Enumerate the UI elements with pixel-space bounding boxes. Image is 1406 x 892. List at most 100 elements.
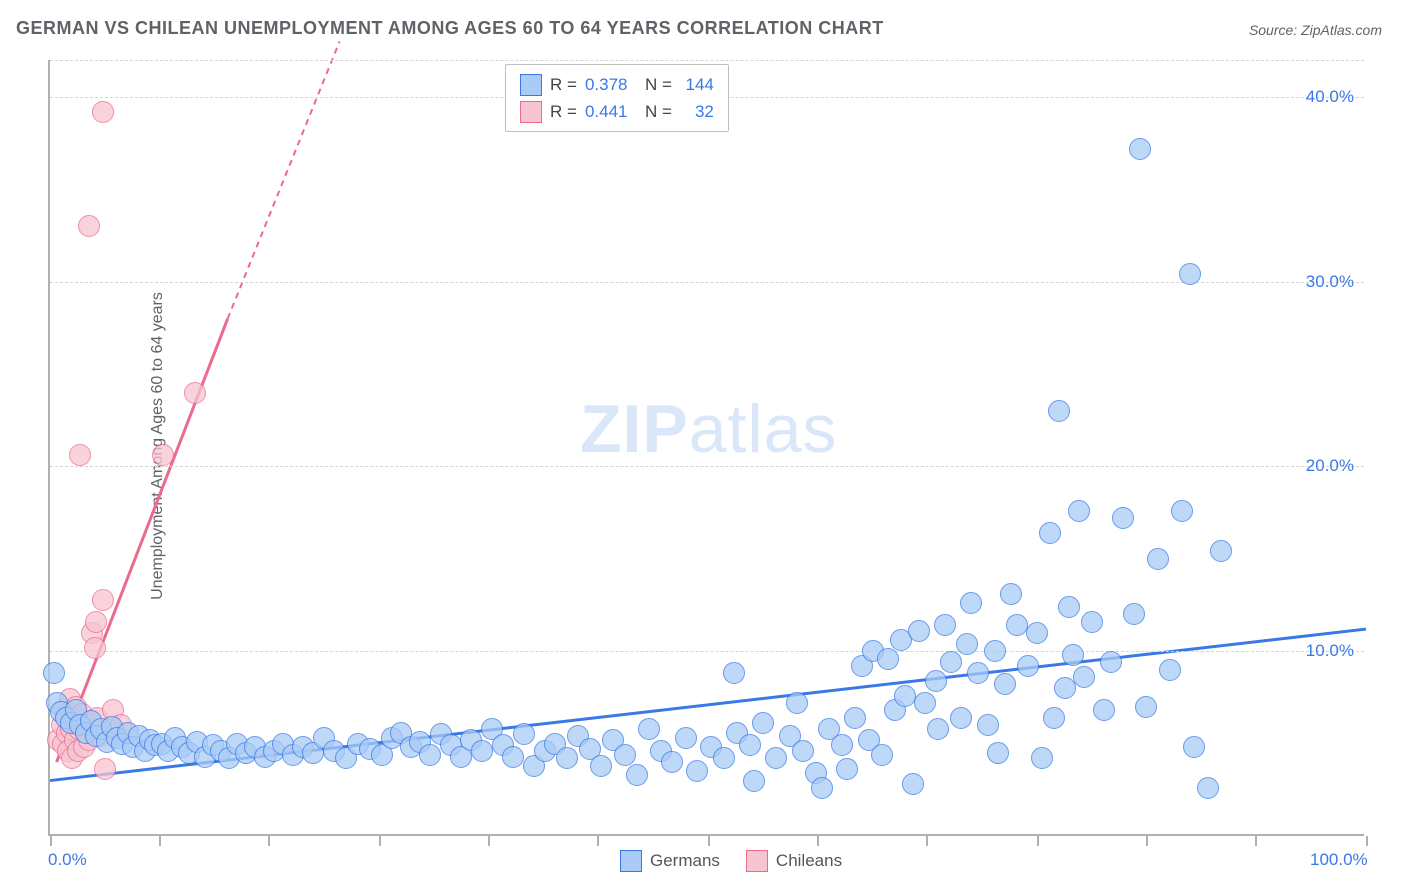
point-germans	[556, 747, 578, 769]
watermark: ZIPatlas	[580, 390, 837, 468]
point-germans	[419, 744, 441, 766]
point-germans	[743, 770, 765, 792]
point-germans	[1159, 659, 1181, 681]
n-value: 144	[680, 71, 714, 98]
point-germans	[786, 692, 808, 714]
legend-swatch	[520, 101, 542, 123]
point-germans	[1093, 699, 1115, 721]
point-germans	[977, 714, 999, 736]
point-germans	[1123, 603, 1145, 625]
point-germans	[811, 777, 833, 799]
x-tick-label: 0.0%	[48, 850, 87, 870]
point-germans	[1026, 622, 1048, 644]
point-germans	[43, 662, 65, 684]
gridline	[50, 466, 1364, 467]
point-germans	[675, 727, 697, 749]
legend-row: R =0.378N =144	[520, 71, 714, 98]
point-germans	[844, 707, 866, 729]
point-germans	[614, 744, 636, 766]
point-chileans	[94, 758, 116, 780]
y-tick-label: 20.0%	[1306, 456, 1354, 476]
point-germans	[877, 648, 899, 670]
gridline	[50, 60, 1364, 61]
legend-swatch	[520, 74, 542, 96]
point-germans	[713, 747, 735, 769]
point-germans	[638, 718, 660, 740]
point-germans	[626, 764, 648, 786]
point-germans	[792, 740, 814, 762]
point-germans	[914, 692, 936, 714]
y-tick-label: 10.0%	[1306, 641, 1354, 661]
point-germans	[1171, 500, 1193, 522]
r-value: 0.441	[585, 98, 637, 125]
point-germans	[967, 662, 989, 684]
r-value: 0.378	[585, 71, 637, 98]
point-germans	[908, 620, 930, 642]
point-germans	[1147, 548, 1169, 570]
point-germans	[950, 707, 972, 729]
point-chileans	[152, 444, 174, 466]
n-value: 32	[680, 98, 714, 125]
point-germans	[987, 742, 1009, 764]
legend-swatch	[620, 850, 642, 872]
point-germans	[739, 734, 761, 756]
regression-lines-layer	[50, 60, 1366, 836]
point-germans	[1048, 400, 1070, 422]
x-tick	[159, 836, 161, 846]
point-germans	[960, 592, 982, 614]
x-tick	[1366, 836, 1368, 846]
x-tick	[1146, 836, 1148, 846]
point-germans	[502, 746, 524, 768]
gridline	[50, 282, 1364, 283]
x-tick	[1037, 836, 1039, 846]
legend-label: Germans	[650, 851, 720, 871]
point-germans	[984, 640, 1006, 662]
legend-swatch	[746, 850, 768, 872]
legend-label: Chileans	[776, 851, 842, 871]
point-germans	[1006, 614, 1028, 636]
point-germans	[1112, 507, 1134, 529]
point-germans	[831, 734, 853, 756]
x-tick	[379, 836, 381, 846]
point-chileans	[78, 215, 100, 237]
point-germans	[1068, 500, 1090, 522]
point-germans	[1043, 707, 1065, 729]
point-germans	[1129, 138, 1151, 160]
point-germans	[940, 651, 962, 673]
point-germans	[1210, 540, 1232, 562]
scatter-plot-area: ZIPatlas 10.0%20.0%30.0%40.0%0.0%100.0%R…	[48, 60, 1364, 836]
point-germans	[1039, 522, 1061, 544]
legend-item: Chileans	[746, 850, 842, 872]
point-germans	[1054, 677, 1076, 699]
r-label: R =	[550, 71, 577, 98]
point-germans	[1081, 611, 1103, 633]
x-tick	[50, 836, 52, 846]
source-attribution: Source: ZipAtlas.com	[1249, 22, 1382, 38]
x-tick	[817, 836, 819, 846]
point-germans	[1197, 777, 1219, 799]
x-tick	[708, 836, 710, 846]
point-germans	[1062, 644, 1084, 666]
point-germans	[871, 744, 893, 766]
regression-line	[228, 42, 340, 319]
point-germans	[686, 760, 708, 782]
point-germans	[1179, 263, 1201, 285]
point-germans	[836, 758, 858, 780]
point-germans	[894, 685, 916, 707]
point-germans	[927, 718, 949, 740]
point-germans	[1183, 736, 1205, 758]
point-germans	[513, 723, 535, 745]
point-germans	[956, 633, 978, 655]
point-germans	[723, 662, 745, 684]
point-chileans	[92, 101, 114, 123]
point-germans	[994, 673, 1016, 695]
y-tick-label: 30.0%	[1306, 272, 1354, 292]
x-tick	[1255, 836, 1257, 846]
legend-row: R =0.441N =32	[520, 98, 714, 125]
point-germans	[902, 773, 924, 795]
point-germans	[925, 670, 947, 692]
point-germans	[1135, 696, 1157, 718]
point-chileans	[184, 382, 206, 404]
y-tick-label: 40.0%	[1306, 87, 1354, 107]
legend-item: Germans	[620, 850, 720, 872]
